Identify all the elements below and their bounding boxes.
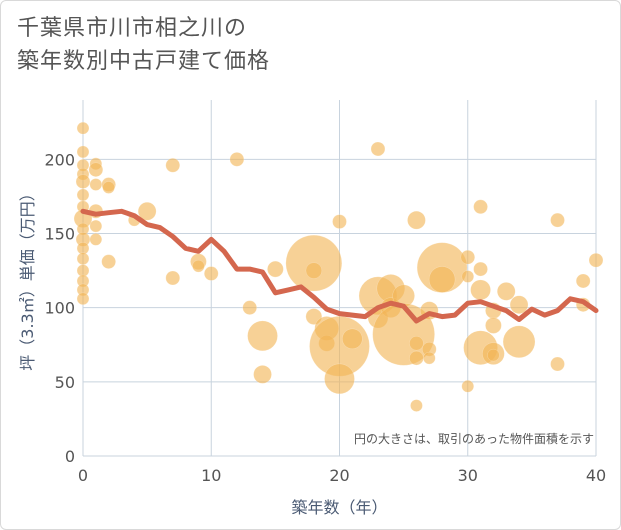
data-bubble <box>470 279 491 301</box>
data-bubble <box>473 199 488 215</box>
data-bubble <box>204 266 219 281</box>
data-bubble <box>88 162 104 177</box>
data-bubble <box>502 325 536 359</box>
data-bubble <box>461 380 474 393</box>
data-bubble <box>89 219 103 233</box>
y-axis-label: 坪（3.3㎡）単価（万円） <box>18 185 37 370</box>
data-bubble <box>76 252 90 265</box>
grid-lines <box>82 100 597 457</box>
data-bubble <box>460 249 475 265</box>
data-bubble <box>485 317 502 334</box>
data-bubble <box>423 351 436 365</box>
data-bubble <box>229 152 245 167</box>
data-bubble <box>305 262 323 279</box>
data-bubble <box>410 399 423 412</box>
data-bubble <box>192 259 205 273</box>
data-bubble <box>247 320 278 352</box>
data-bubble <box>76 121 90 135</box>
y-tick-label: 150 <box>44 225 75 244</box>
x-tick-label: 20 <box>329 466 349 485</box>
data-bubble <box>550 356 565 372</box>
data-bubble <box>409 350 424 366</box>
data-bubble <box>370 141 386 157</box>
title-line-2: 築年数別中古戸建て価格 <box>17 49 271 74</box>
x-tick-label: 40 <box>586 466 606 485</box>
data-bubble <box>588 252 604 268</box>
data-bubble <box>253 365 272 384</box>
data-bubble <box>407 210 426 230</box>
data-bubble <box>461 270 474 283</box>
data-bubble <box>165 270 181 286</box>
data-bubble <box>409 336 424 351</box>
y-tick-label: 50 <box>55 373 75 392</box>
x-tick-label: 30 <box>458 466 478 485</box>
data-bubble <box>75 174 91 189</box>
average-price-line <box>80 208 599 324</box>
data-bubble <box>137 202 157 221</box>
chart-title: 千葉県市川市相之川の 築年数別中古戸建て価格 <box>17 12 270 78</box>
data-bubble <box>242 300 257 315</box>
y-tick-label: 200 <box>44 150 75 169</box>
data-bubble <box>428 266 456 293</box>
data-bubble <box>332 214 347 229</box>
bubble-size-note: 円の大きさは、取引のあった物件面積を示す <box>354 431 594 446</box>
y-tick-label: 0 <box>65 447 75 466</box>
data-bubble <box>267 260 284 278</box>
axis-ticks: 0 50 100 150 200 0 10 20 30 40 <box>44 150 606 485</box>
data-bubble <box>89 178 103 191</box>
data-bubble <box>550 212 565 228</box>
data-bubble <box>496 282 516 301</box>
data-bubble <box>102 181 115 194</box>
x-tick-label: 0 <box>78 466 88 485</box>
x-tick-label: 10 <box>201 466 221 485</box>
data-bubble <box>324 363 355 395</box>
title-line-1: 千葉県市川市相之川の <box>17 16 248 41</box>
bubble-series <box>73 121 604 412</box>
data-bubble <box>89 233 103 246</box>
data-bubble <box>473 261 488 277</box>
data-bubble <box>165 158 181 173</box>
data-bubble <box>575 273 591 289</box>
data-bubble <box>76 145 90 159</box>
data-bubble <box>76 292 90 306</box>
data-bubble <box>487 348 500 362</box>
data-bubble <box>101 254 116 269</box>
data-bubble <box>76 188 90 202</box>
y-tick-label: 100 <box>44 299 75 318</box>
data-bubble <box>342 328 363 350</box>
x-axis-label: 築年数（年） <box>291 498 387 517</box>
data-bubble <box>509 295 529 314</box>
